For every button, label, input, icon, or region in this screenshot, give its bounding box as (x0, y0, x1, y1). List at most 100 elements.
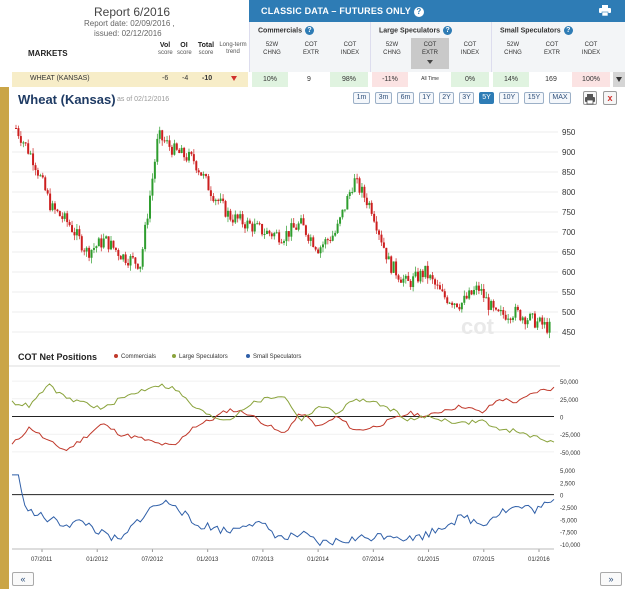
commercials-group-title: Commercials? (258, 26, 314, 35)
candle-body (166, 140, 169, 142)
candle-body (509, 318, 512, 320)
candle-body (477, 285, 480, 291)
candle-body (380, 234, 383, 243)
candle-body (197, 170, 200, 173)
range-5y-button[interactable]: 5Y (479, 92, 494, 104)
small-tick-label: -7,500 (560, 531, 578, 537)
candle-body (434, 279, 437, 285)
candle-body (202, 174, 205, 176)
candle-body (536, 321, 539, 328)
large-extr-cell: All Time (421, 76, 439, 82)
cot-net-positions-chart: 50,000 25,000 0 -25,000 -50,000 (9, 365, 581, 457)
candle-body (436, 284, 439, 286)
candle-body (317, 249, 320, 254)
candle-body (248, 220, 251, 224)
comm-cot-extr-header[interactable]: COT EXTR (302, 42, 319, 56)
candle-body (273, 233, 276, 237)
comm-cot-index-header[interactable]: COT INDEX (340, 42, 360, 56)
scroll-right-button[interactable]: » (600, 572, 622, 586)
large-52w-header[interactable]: 52W CHNG (383, 42, 401, 56)
candle-body (283, 241, 285, 243)
comm-index-cell: 98% (330, 72, 368, 87)
range-10y-button[interactable]: 10Y (499, 92, 519, 104)
market-name[interactable]: WHEAT (KANSAS) (30, 75, 90, 82)
candle-body (151, 178, 154, 196)
help-icon[interactable]: ? (443, 26, 453, 35)
candle-body (144, 224, 147, 250)
price-tick-label: 450 (562, 328, 576, 337)
candle-body (494, 307, 497, 310)
candle-body (263, 233, 266, 235)
candle-body (119, 255, 122, 260)
price-tick-label: 650 (562, 248, 576, 257)
candle-body (32, 153, 35, 166)
candle-body (526, 320, 529, 325)
candle-body (287, 231, 290, 237)
range-max-button[interactable]: MAX (549, 92, 571, 104)
candle-body (234, 214, 237, 223)
candle-body (397, 275, 400, 280)
candle-body (170, 146, 173, 155)
small-cot-extr-header[interactable]: COT EXTR (543, 42, 560, 56)
candle-body (251, 223, 254, 232)
candle-body (419, 270, 422, 282)
report-issued: issued: 02/12/2016 (94, 29, 162, 38)
candle-body (339, 217, 342, 224)
range-1y-button[interactable]: 1Y (419, 92, 434, 104)
print-icon[interactable] (599, 5, 611, 16)
small-52w-header[interactable]: 52W CHNG (504, 42, 522, 56)
candle-body (426, 265, 429, 279)
candle-body (336, 223, 339, 233)
large-cot-index-header[interactable]: COT INDEX (460, 42, 480, 56)
candle-body (365, 197, 368, 206)
help-icon[interactable]: ? (563, 26, 573, 35)
candle-body (53, 203, 56, 210)
price-tick-label: 600 (562, 268, 576, 277)
small-cot-index-header[interactable]: COT INDEX (581, 42, 601, 56)
candle-body (168, 140, 171, 147)
range-6m-button[interactable]: 6m (397, 92, 414, 104)
candle-body (149, 195, 151, 219)
candle-body (80, 236, 83, 251)
range-3m-button[interactable]: 3m (375, 92, 392, 104)
candle-body (131, 256, 134, 258)
comm-52w-header[interactable]: 52W CHNG (263, 42, 281, 56)
candle-body (314, 247, 317, 250)
candle-body (351, 191, 354, 193)
small-speculators-group-title: Small Speculators? (500, 26, 573, 35)
candle-body (85, 247, 88, 252)
help-icon[interactable]: ? (304, 26, 314, 35)
candle-body (265, 230, 268, 234)
candle-body (412, 276, 415, 288)
close-chart-button[interactable]: x (603, 91, 617, 105)
print-chart-button[interactable] (583, 91, 597, 105)
table-row[interactable]: WHEAT (KANSAS) -6 -4 -10 (12, 72, 248, 87)
range-2y-button[interactable]: 2Y (439, 92, 454, 104)
candle-body (533, 313, 536, 328)
candle-body (470, 290, 473, 295)
scroll-left-button[interactable]: « (12, 572, 34, 586)
candle-body (163, 140, 166, 142)
candle-body (71, 225, 74, 233)
help-icon[interactable]: ? (413, 6, 424, 17)
candle-body (409, 280, 412, 288)
large-cot-extr-header[interactable]: COT EXTR (411, 38, 449, 69)
candle-body (516, 306, 519, 310)
small-index-cell: 100% (572, 72, 610, 87)
price-tick-label: 550 (562, 288, 576, 297)
x-tick-label: 07/2012 (141, 557, 163, 563)
candle-body (463, 295, 466, 303)
candle-body (92, 248, 95, 250)
x-tick-label: 01/2015 (418, 557, 440, 563)
range-15y-button[interactable]: 15Y (524, 92, 544, 104)
range-3y-button[interactable]: 3Y (459, 92, 474, 104)
scroll-down-button[interactable] (613, 72, 625, 87)
candle-body (127, 262, 130, 266)
report-header: Report 6/2016 Report date: 02/09/2016 , … (0, 0, 248, 72)
candle-body (543, 322, 546, 325)
candle-body (58, 211, 61, 217)
range-1m-button[interactable]: 1m (353, 92, 370, 104)
x-tick-label: 07/2015 (473, 557, 495, 563)
candle-body (187, 151, 190, 161)
candle-body (487, 297, 490, 310)
